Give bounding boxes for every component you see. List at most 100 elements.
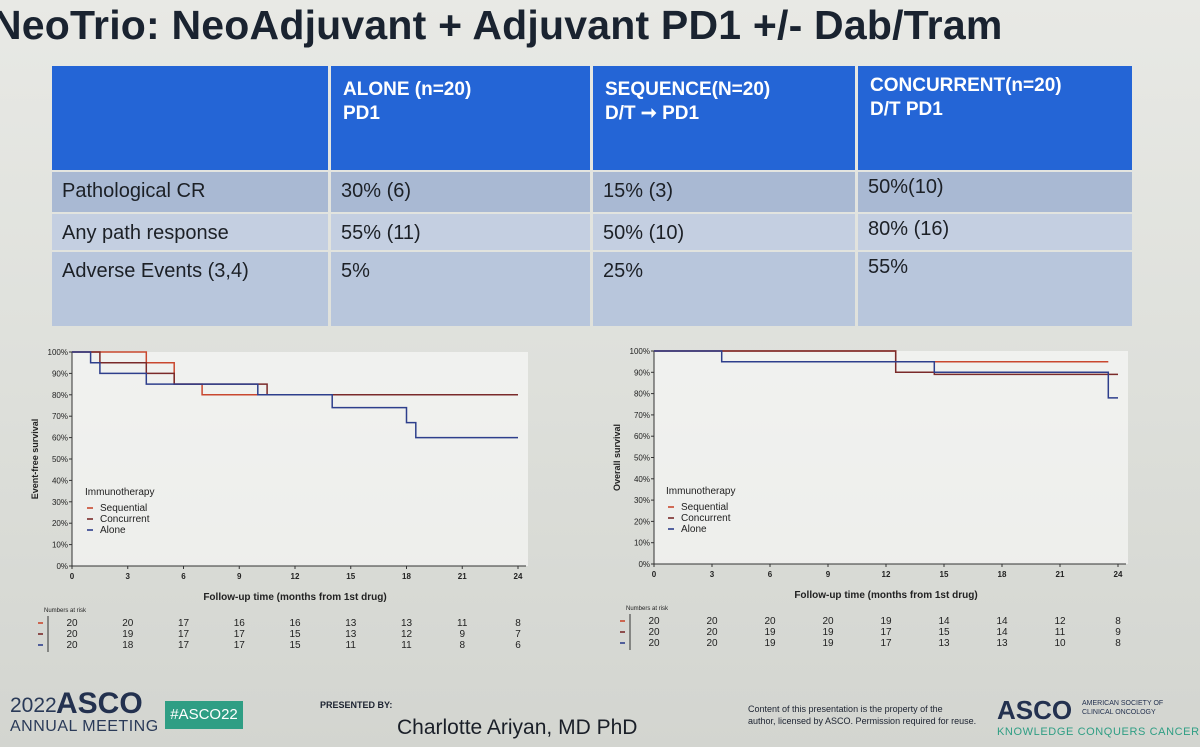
- x-tick-label: 9: [237, 572, 242, 581]
- y-tick-label: 50%: [52, 455, 68, 464]
- table-header-empty: [52, 66, 328, 170]
- risk-table-value: 13: [996, 638, 1008, 649]
- risk-table-value: 17: [178, 629, 190, 640]
- y-axis-label: Overall survival: [612, 424, 622, 491]
- risk-table-value: 16: [234, 618, 246, 629]
- hashtag-badge: #ASCO22: [165, 701, 243, 729]
- risk-table-value: 14: [996, 627, 1008, 638]
- presented-by-label: PRESENTED BY:: [320, 700, 393, 710]
- x-tick-label: 21: [1056, 570, 1065, 579]
- risk-table-header: Numbers at risk: [626, 606, 669, 612]
- risk-table-value: 20: [66, 618, 78, 629]
- y-tick-label: 100%: [630, 347, 650, 356]
- table-cell: 55%: [858, 252, 1132, 326]
- risk-table-value: 10: [1054, 638, 1066, 649]
- risk-table-value: 8: [515, 618, 521, 629]
- risk-table-value: 20: [66, 629, 78, 640]
- x-tick-label: 12: [882, 570, 891, 579]
- risk-table-value: 12: [1054, 616, 1066, 627]
- risk-table-value: 19: [122, 629, 134, 640]
- x-axis-label: Follow-up time (months from 1st drug): [794, 590, 977, 601]
- table-cell: 15% (3): [593, 172, 855, 212]
- y-tick-label: 60%: [634, 432, 650, 441]
- table-row-label: Any path response: [52, 214, 328, 250]
- plot-area: [72, 352, 528, 566]
- risk-table-value: 17: [178, 640, 190, 651]
- risk-table-value: 20: [822, 616, 834, 627]
- event-free-survival-chart: 0%10%20%30%40%50%60%70%80%90%100%0 3 6 9 12 1…: [30, 348, 528, 652]
- legend-label-concurrent: Concurrent: [100, 514, 150, 525]
- risk-table-value: 8: [1115, 638, 1121, 649]
- risk-table-value: 20: [764, 616, 776, 627]
- y-tick-label: 40%: [634, 475, 650, 484]
- risk-table-value: 8: [1115, 616, 1121, 627]
- asco-wordmark: ASCO: [56, 687, 143, 720]
- risk-table-value: 19: [880, 616, 892, 627]
- y-tick-label: 20%: [634, 517, 650, 526]
- y-tick-label: 80%: [52, 391, 68, 400]
- y-tick-label: 20%: [52, 519, 68, 528]
- x-tick-label: 15: [940, 570, 949, 579]
- copyright-line-2: author, licensed by ASCO. Permission req…: [748, 716, 977, 726]
- risk-table-value: 14: [938, 616, 950, 627]
- risk-table-value: 13: [401, 618, 413, 629]
- x-tick-label: 24: [1114, 570, 1123, 579]
- series-line-alone: [654, 350, 1118, 399]
- x-tick-label: 18: [402, 572, 411, 581]
- risk-table-value: 19: [764, 638, 776, 649]
- risk-table-value: 15: [289, 629, 301, 640]
- risk-table-value: 20: [648, 638, 660, 649]
- y-tick-label: 90%: [52, 369, 68, 378]
- table-cell: 50%(10): [858, 172, 1132, 212]
- risk-table-value: 20: [648, 627, 660, 638]
- risk-table-value: 7: [515, 629, 521, 640]
- risk-table-value: 17: [880, 638, 892, 649]
- risk-table-value: 13: [345, 629, 357, 640]
- footer: 2022 ASCO ANNUAL MEETING #ASCO22 PRESENT…: [0, 680, 1200, 747]
- risk-table-value: 8: [459, 640, 465, 651]
- risk-table-value: 16: [289, 618, 301, 629]
- risk-table-value: 14: [996, 616, 1008, 627]
- x-tick-label: 21: [458, 572, 467, 581]
- y-tick-label: 30%: [634, 496, 650, 505]
- risk-table-value: 11: [1055, 627, 1066, 638]
- risk-table-value: 20: [706, 638, 718, 649]
- series-line-concurrent: [654, 350, 1118, 376]
- risk-table-value: 11: [457, 618, 468, 629]
- legend-title: Immunotherapy: [85, 487, 154, 498]
- x-tick-label: 3: [126, 572, 131, 581]
- risk-table-value: 19: [764, 627, 776, 638]
- risk-table-value: 20: [706, 616, 718, 627]
- table-cell: 55% (11): [331, 214, 590, 250]
- legend-label-alone: Alone: [100, 525, 126, 536]
- series-line-concurrent: [72, 351, 518, 396]
- x-tick-label: 0: [70, 572, 75, 581]
- risk-table-value: 11: [346, 640, 357, 651]
- risk-table-value: 13: [938, 638, 950, 649]
- asco-tagline: KNOWLEDGE CONQUERS CANCER: [997, 726, 1200, 738]
- risk-table-value: 20: [66, 640, 78, 651]
- x-axis-label: Follow-up time (months from 1st drug): [203, 592, 386, 603]
- risk-table-value: 17: [178, 618, 190, 629]
- legend-title: Immunotherapy: [666, 486, 735, 497]
- legend-label-sequential: Sequential: [681, 502, 728, 513]
- y-tick-label: 10%: [634, 539, 650, 548]
- y-tick-label: 0%: [56, 562, 68, 571]
- table-cell: 25%: [593, 252, 855, 326]
- risk-table-header: Numbers at risk: [44, 608, 87, 614]
- presenter-name: Charlotte Ariyan, MD PhD: [397, 716, 638, 739]
- society-line-2: CLINICAL ONCOLOGY: [1082, 709, 1156, 716]
- y-tick-label: 40%: [52, 476, 68, 485]
- annual-meeting: ANNUAL MEETING: [10, 718, 159, 735]
- table-header-sequence: SEQUENCE(N=20) D/T ➞ PD1: [593, 66, 855, 170]
- y-tick-label: 100%: [48, 348, 68, 357]
- y-tick-label: 60%: [52, 434, 68, 443]
- risk-table-value: 17: [234, 629, 246, 640]
- x-tick-label: 0: [652, 570, 657, 579]
- x-tick-label: 9: [826, 570, 831, 579]
- table-cell: 30% (6): [331, 172, 590, 212]
- series-line-alone: [72, 351, 518, 439]
- risk-table-value: 15: [289, 640, 301, 651]
- plot-area: [654, 351, 1128, 564]
